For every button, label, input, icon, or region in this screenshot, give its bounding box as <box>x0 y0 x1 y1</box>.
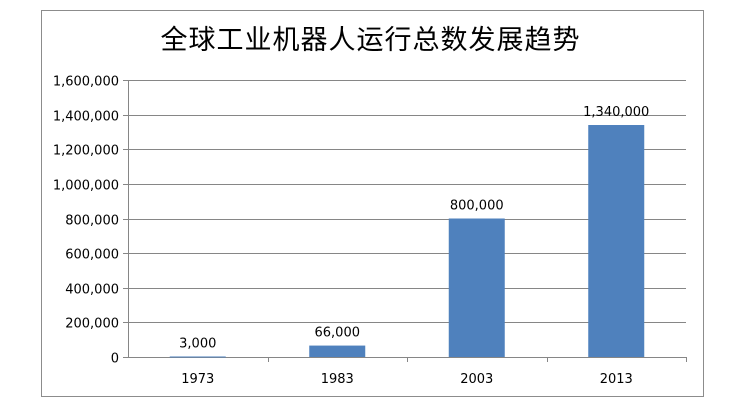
y-tick-label: 400,000 <box>65 283 119 298</box>
bars <box>169 125 645 358</box>
bar <box>309 345 366 357</box>
y-tick-label: 1,200,000 <box>53 144 119 159</box>
x-tick-label: 2003 <box>460 372 493 387</box>
y-tick-label: 600,000 <box>65 248 119 263</box>
data-label: 66,000 <box>315 326 361 341</box>
y-tick-label: 800,000 <box>65 214 119 229</box>
y-tick-label: 1,000,000 <box>53 179 119 194</box>
x-tick-label: 1983 <box>321 372 354 387</box>
y-tick-label: 1,400,000 <box>53 110 119 125</box>
chart-title: 全球工业机器人运行总数发展趋势 <box>160 25 581 56</box>
data-label: 1,340,000 <box>583 105 649 120</box>
data-label: 800,000 <box>450 199 504 214</box>
x-tick-labels: 1973 1983 2003 2013 <box>181 372 633 387</box>
x-tick-label: 2013 <box>600 372 633 387</box>
y-tick-labels: 0 200,000 400,000 600,000 800,000 1,000,000 1,… <box>53 75 119 367</box>
bar <box>169 356 226 358</box>
axes <box>123 80 687 362</box>
y-tick-label: 1,600,000 <box>53 75 119 90</box>
y-tick-label: 200,000 <box>65 317 119 332</box>
data-label: 3,000 <box>179 336 216 351</box>
data-labels: 3,000 66,000 800,000 1,340,000 <box>179 105 649 351</box>
bar <box>448 218 505 357</box>
bar <box>588 125 645 357</box>
y-tick-label: 0 <box>111 352 119 367</box>
x-tick-label: 1973 <box>181 372 214 387</box>
